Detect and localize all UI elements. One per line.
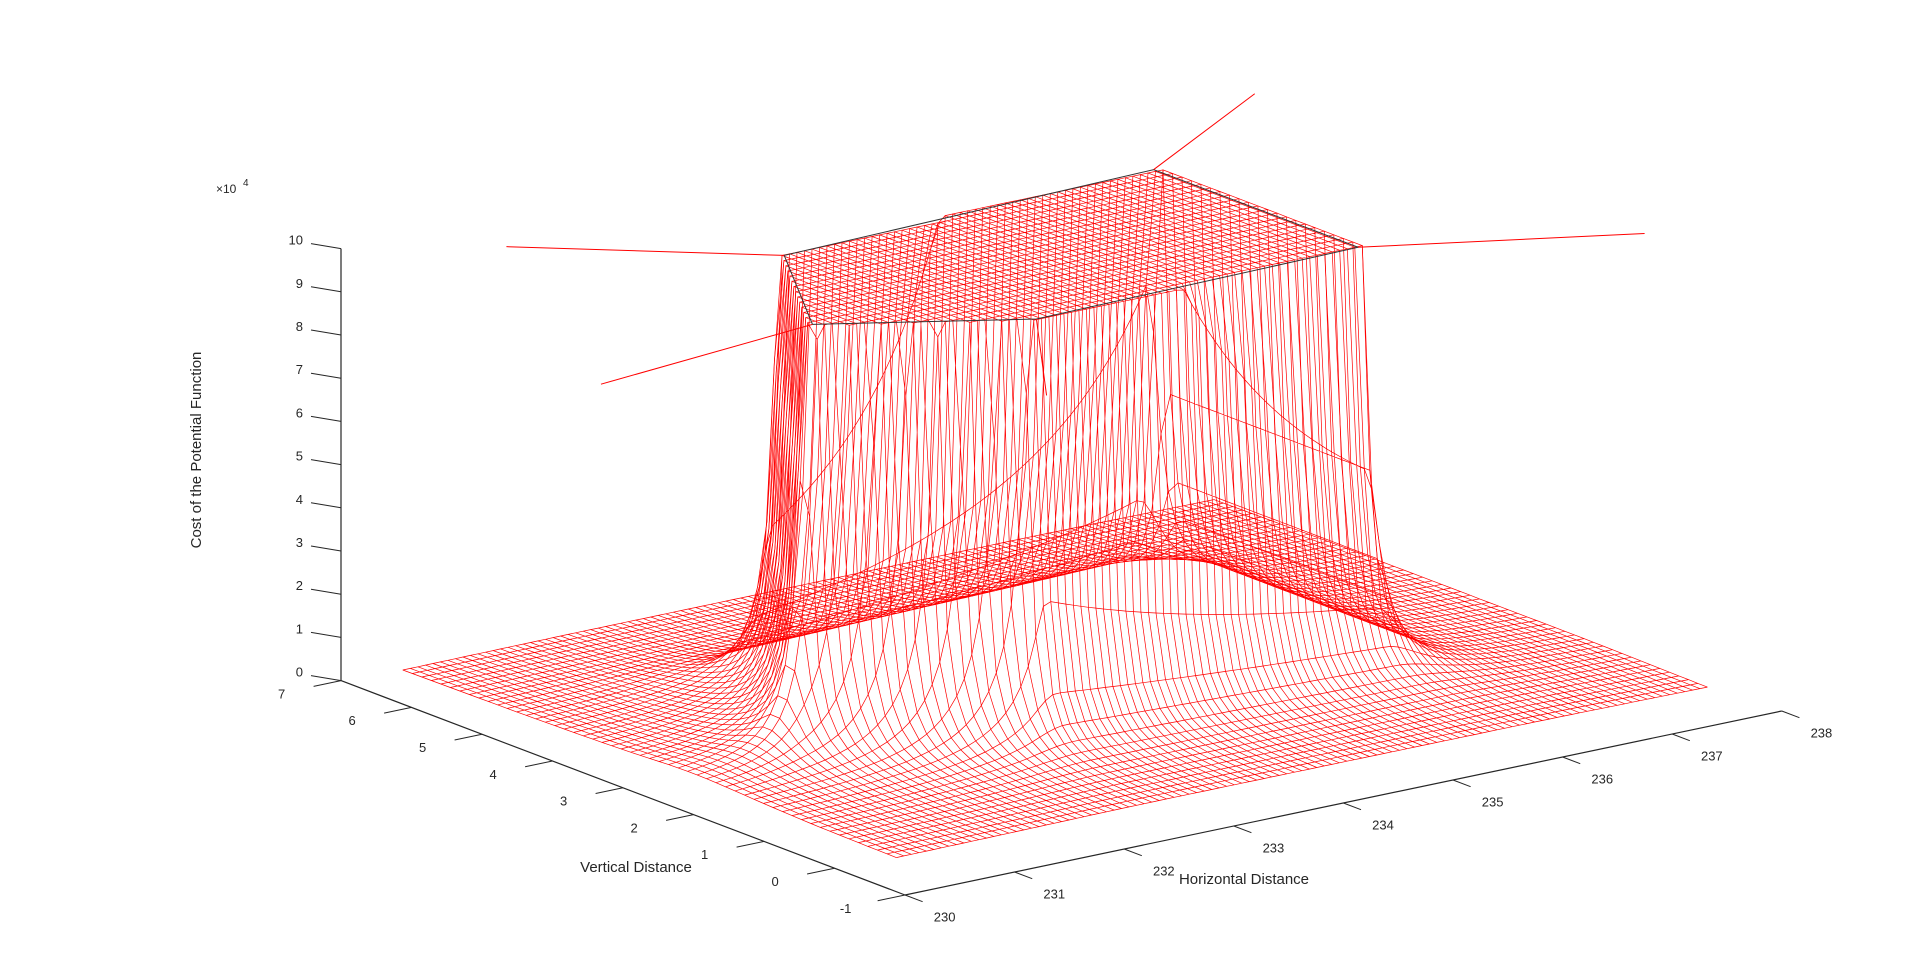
z-tick-label: 9 (296, 276, 303, 291)
z-tick-label: 8 (296, 319, 303, 334)
plateau-spike (1358, 232, 1645, 248)
z-tick-label: 1 (296, 621, 303, 636)
svg-text:×10: ×10 (216, 182, 237, 196)
z-tick-mark (310, 372, 342, 379)
mesh-lines-constant-x (402, 169, 1708, 858)
x-tick-label: 232 (1153, 864, 1175, 879)
x-tick-label: 230 (934, 910, 956, 925)
z-tick-mark (310, 502, 342, 509)
x-tick-mark (1343, 802, 1362, 811)
z-tick-label: 6 (296, 405, 303, 420)
z-tick-label: 0 (296, 665, 303, 680)
z-tick-mark (310, 459, 342, 466)
y-tick-label: 3 (560, 794, 567, 809)
svg-text:4: 4 (243, 178, 249, 189)
y-tick-mark (454, 733, 483, 741)
y-tick-mark (524, 760, 553, 768)
z-tick-mark (310, 329, 342, 336)
z-tick-label: 5 (296, 449, 303, 464)
x-tick-label: 238 (1811, 726, 1833, 741)
plateau-spike (1153, 93, 1256, 170)
tick-labels: 230231232233234235236237238-101234567012… (278, 233, 1832, 925)
surface-mesh (402, 93, 1708, 858)
y-tick-mark (736, 840, 765, 848)
y-tick-label: 4 (489, 767, 496, 782)
x-tick-mark (1233, 825, 1252, 834)
y-tick-label: 0 (771, 874, 778, 889)
x-tick-label: 236 (1591, 772, 1613, 787)
z-tick-label: 2 (296, 578, 303, 593)
y-tick-mark (665, 814, 694, 821)
z-tick-mark (310, 631, 342, 638)
x-tick-mark (904, 894, 923, 903)
x-axis-title: Horizontal Distance (1179, 871, 1309, 888)
x-tick-mark (1452, 779, 1471, 788)
y-tick-label: 5 (419, 740, 426, 755)
z-tick-label: 3 (296, 535, 303, 550)
z-tick-label: 10 (289, 233, 303, 248)
z-tick-label: 4 (296, 492, 303, 507)
y-tick-label: 2 (630, 820, 637, 835)
z-tick-mark (310, 588, 342, 595)
plateau-spike (600, 323, 813, 385)
x-tick-mark (1562, 756, 1581, 765)
x-tick-label: 235 (1482, 795, 1504, 810)
plateau-spike (506, 246, 785, 256)
y-tick-label: -1 (840, 901, 852, 916)
x-tick-label: 233 (1263, 841, 1285, 856)
y-axis-title: Vertical Distance (580, 859, 692, 876)
x-tick-label: 231 (1043, 887, 1065, 902)
x-tick-mark (1672, 733, 1691, 742)
y-tick-label: 1 (701, 847, 708, 862)
z-tick-mark (310, 243, 342, 250)
x-tick-mark (1781, 710, 1800, 719)
x-tick-label: 234 (1372, 818, 1394, 833)
z-axis-title: Cost of the Potential Function (188, 352, 205, 549)
y-tick-label: 7 (278, 686, 285, 701)
y-tick-mark (806, 867, 835, 875)
x-tick-mark (1124, 848, 1143, 857)
z-tick-mark (310, 286, 342, 293)
y-tick-mark (383, 706, 412, 714)
z-tick-label: 7 (296, 362, 303, 377)
x-tick-label: 237 (1701, 749, 1723, 764)
z-exponent-label: ×10 4 (216, 178, 249, 196)
plateau-outline (783, 169, 1360, 325)
y-tick-mark (877, 894, 906, 902)
x-tick-mark (1014, 871, 1033, 880)
z-tick-mark (310, 415, 342, 422)
z-tick-mark (310, 545, 342, 552)
plateau-spike (1035, 318, 1048, 396)
y-tick-label: 6 (348, 713, 355, 728)
z-tick-mark (310, 675, 342, 682)
y-tick-mark (313, 680, 342, 687)
y-tick-mark (595, 787, 624, 795)
